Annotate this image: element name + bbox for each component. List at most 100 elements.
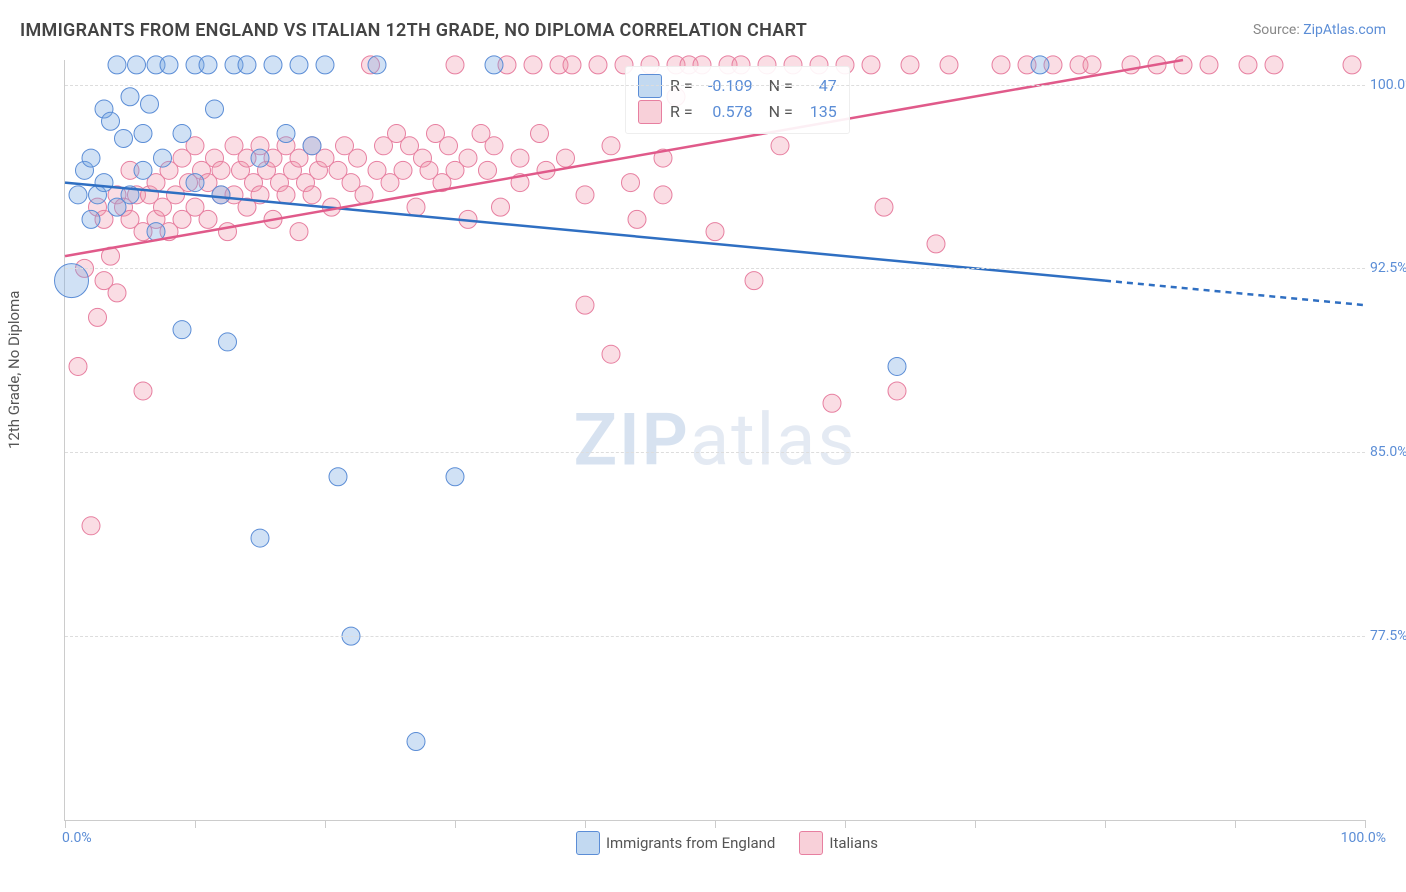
plot-area: ZIPatlas R =-0.109N =47R =0.578N =135 Im… [64, 60, 1365, 821]
scatter-point-england [219, 333, 237, 351]
scatter-point-england [316, 56, 334, 74]
scatter-point-england [134, 125, 152, 143]
scatter-point-italians [745, 272, 763, 290]
scatter-point-italians [394, 161, 412, 179]
scatter-point-italians [479, 161, 497, 179]
scatter-point-italians [875, 198, 893, 216]
correlation-row: R =0.578N =135 [638, 99, 837, 125]
scatter-point-italians [1083, 56, 1101, 74]
scatter-point-italians [557, 149, 575, 167]
scatter-point-england [329, 468, 347, 486]
scatter-point-italians [446, 56, 464, 74]
source-prefix: Source: [1253, 22, 1303, 38]
chart-title: IMMIGRANTS FROM ENGLAND VS ITALIAN 12TH … [20, 20, 807, 41]
scatter-point-england [303, 137, 321, 155]
y-tick-label: 100.0% [1370, 77, 1406, 93]
scatter-point-italians [823, 394, 841, 412]
scatter-point-england [134, 161, 152, 179]
x-tick [585, 820, 586, 828]
scatter-point-italians [1239, 56, 1257, 74]
scatter-point-italians [355, 186, 373, 204]
scatter-point-italians [524, 56, 542, 74]
gridline [65, 85, 1365, 86]
x-axis-max-label: 100.0% [1341, 830, 1386, 846]
scatter-point-england [95, 174, 113, 192]
scatter-point-italians [706, 223, 724, 241]
scatter-point-england [82, 210, 100, 228]
scatter-point-england [115, 129, 133, 147]
x-tick [1235, 820, 1236, 828]
r-value: -0.109 [701, 73, 753, 99]
y-tick-label: 77.5% [1370, 628, 1406, 644]
scatter-point-italians [82, 517, 100, 535]
scatter-point-england [160, 56, 178, 74]
n-label: N = [769, 99, 793, 125]
source-attribution: Source: ZipAtlas.com [1253, 22, 1386, 38]
scatter-point-england [173, 321, 191, 339]
legend-swatch [638, 74, 662, 98]
legend-bottom: Immigrants from EnglandItalians [65, 831, 1365, 855]
scatter-point-england [121, 88, 139, 106]
scatter-point-italians [1174, 56, 1192, 74]
scatter-point-italians [108, 284, 126, 302]
scatter-point-italians [589, 56, 607, 74]
scatter-point-italians [602, 137, 620, 155]
scatter-point-england [251, 529, 269, 547]
scatter-point-italians [563, 56, 581, 74]
x-tick [195, 820, 196, 828]
scatter-point-italians [277, 186, 295, 204]
scatter-point-italians [485, 137, 503, 155]
legend-label: Immigrants from England [606, 834, 775, 852]
scatter-point-england [199, 56, 217, 74]
scatter-point-italians [771, 137, 789, 155]
scatter-point-italians [862, 56, 880, 74]
scatter-point-italians [628, 210, 646, 228]
scatter-point-italians [576, 296, 594, 314]
scatter-point-england [69, 186, 87, 204]
scatter-point-italians [407, 198, 425, 216]
scatter-point-italians [654, 186, 672, 204]
scatter-point-england [108, 56, 126, 74]
scatter-point-england [290, 56, 308, 74]
y-axis-title: 12th Grade, No Diploma [5, 291, 23, 449]
scatter-point-england [888, 357, 906, 375]
scatter-point-england [173, 125, 191, 143]
x-tick [975, 820, 976, 828]
gridline [65, 636, 1365, 637]
y-tick-label: 92.5% [1370, 260, 1406, 276]
chart-container: IMMIGRANTS FROM ENGLAND VS ITALIAN 12TH … [0, 0, 1406, 892]
trendline-italians [65, 60, 1183, 256]
gridline [65, 452, 1365, 453]
scatter-point-italians [69, 357, 87, 375]
scatter-point-italians [940, 56, 958, 74]
legend-swatch [576, 831, 600, 855]
scatter-point-italians [511, 149, 529, 167]
scatter-point-england [485, 56, 503, 74]
scatter-point-england [141, 95, 159, 113]
source-link[interactable]: ZipAtlas.com [1303, 22, 1386, 38]
scatter-point-italians [212, 161, 230, 179]
scatter-point-italians [134, 382, 152, 400]
legend-swatch [799, 831, 823, 855]
scatter-point-england [206, 100, 224, 118]
scatter-point-england [251, 149, 269, 167]
scatter-point-italians [492, 198, 510, 216]
chart-svg [65, 60, 1365, 820]
x-tick [65, 820, 66, 828]
scatter-point-italians [1343, 56, 1361, 74]
scatter-point-england [1031, 56, 1049, 74]
scatter-point-italians [992, 56, 1010, 74]
scatter-point-italians [576, 186, 594, 204]
scatter-point-england [154, 149, 172, 167]
x-tick [1105, 820, 1106, 828]
r-label: R = [670, 99, 693, 125]
scatter-point-italians [927, 235, 945, 253]
scatter-point-england [128, 56, 146, 74]
x-tick [455, 820, 456, 828]
scatter-point-italians [440, 137, 458, 155]
r-label: R = [670, 73, 693, 99]
scatter-point-england [264, 56, 282, 74]
scatter-point-england [277, 125, 295, 143]
r-value: 0.578 [701, 99, 753, 125]
gridline [65, 268, 1365, 269]
